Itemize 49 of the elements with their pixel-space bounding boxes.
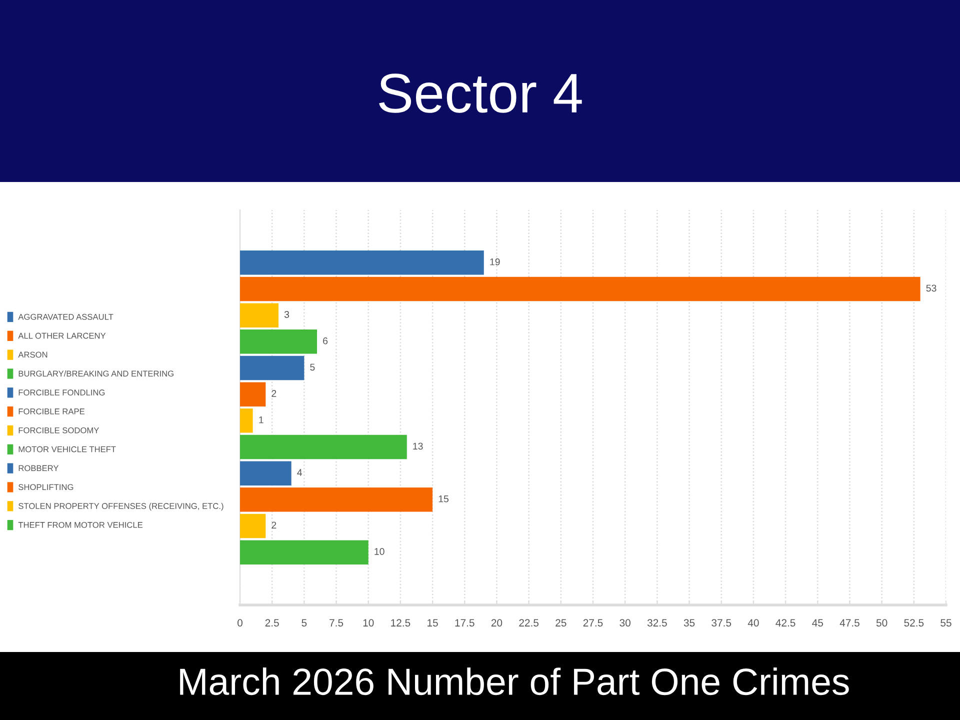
data-label: 10 — [374, 548, 384, 555]
legend-label: FORCIBLE FONDLING — [18, 390, 105, 396]
x-tick-label: 45 — [812, 619, 823, 627]
x-tick-label: 52.5 — [904, 619, 924, 627]
x-tick-label: 22.5 — [519, 619, 539, 627]
x-tick-label: 55 — [940, 619, 952, 627]
data-label: 3 — [284, 311, 290, 318]
x-tick-label: 10 — [363, 619, 374, 627]
x-tick-label: 42.5 — [776, 619, 796, 627]
data-label: 13 — [413, 442, 423, 450]
legend-label: THEFT FROM MOTOR VEHICLE — [18, 522, 143, 528]
x-tick-label: 35 — [684, 619, 695, 627]
legend-label: MOTOR VEHICLE THEFT — [18, 446, 116, 452]
chart-title: Sector 4 — [379, 74, 582, 113]
x-tick-label: 32.5 — [647, 619, 667, 627]
data-label: 19 — [490, 258, 500, 266]
x-tick-label: 25 — [556, 619, 566, 627]
legend-label: FORCIBLE SODOMY — [18, 427, 100, 434]
x-tick-label: 5 — [302, 619, 307, 627]
legend-label: AGGRAVATED ASSAULT — [18, 314, 114, 320]
legend-label: SHOPLIFTING — [18, 484, 74, 490]
data-label: 1 — [259, 416, 264, 424]
x-tick-label: 0 — [238, 619, 242, 627]
legend-label: STOLEN PROPERTY OFFENSES (RECEIVING, ETC.) — [18, 502, 224, 511]
x-tick-label: 47.5 — [840, 619, 860, 627]
x-tick-label: 37.5 — [712, 619, 732, 627]
legend-label: ALL OTHER LARCENY — [18, 332, 106, 339]
x-tick-label: 20 — [491, 619, 502, 627]
data-label: 53 — [926, 284, 936, 292]
x-tick-label: 12.5 — [391, 619, 410, 627]
legend-label: FORCIBLE RAPE — [18, 408, 84, 414]
data-label: 2 — [272, 522, 276, 529]
legend-label: ROBBERY — [18, 465, 59, 472]
x-tick-label: 40 — [748, 619, 759, 627]
legend-label: BURGLARY/BREAKING AND ENTERING — [18, 370, 174, 377]
x-tick-label: 50 — [876, 619, 888, 627]
text: March 2026 Number of Part One Crimes — [180, 668, 849, 696]
data-label: 4 — [297, 469, 302, 476]
x-tick-label: 17.5 — [455, 619, 474, 627]
data-label: 5 — [310, 364, 315, 371]
x-tick-label: 15 — [428, 619, 438, 627]
legend-label: ARSON — [18, 352, 48, 358]
x-tick-label: 30 — [620, 619, 630, 627]
x-tick-label: 2.5 — [265, 619, 279, 627]
data-label: 15 — [438, 495, 449, 502]
x-tick-label: 27.5 — [583, 619, 603, 627]
x-tick-label: 7.5 — [330, 619, 344, 627]
data-label: 6 — [323, 337, 328, 344]
data-label: 2 — [272, 390, 276, 397]
